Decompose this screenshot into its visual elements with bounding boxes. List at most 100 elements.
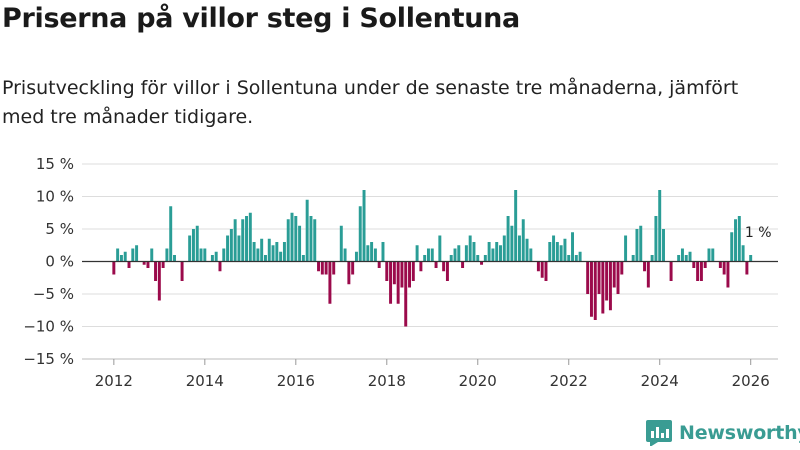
bar — [449, 255, 453, 262]
annotations: 1 % — [745, 225, 772, 241]
bar — [692, 261, 696, 268]
bar — [601, 261, 605, 314]
bar — [252, 242, 256, 262]
bar — [544, 261, 548, 281]
x-tick-label: 2014 — [186, 372, 224, 390]
bar — [662, 229, 665, 262]
bar — [593, 261, 597, 320]
bar — [226, 235, 230, 262]
bar — [669, 261, 673, 281]
bar — [381, 242, 385, 262]
bar — [654, 216, 658, 262]
bar — [210, 255, 214, 262]
bar — [734, 219, 737, 262]
x-axis-labels: 2012 2014 2016 2018 2020 2022 2024 2026 — [82, 358, 778, 390]
bar — [707, 248, 711, 262]
bar — [279, 251, 283, 262]
bar — [487, 242, 491, 262]
bar — [218, 261, 222, 272]
bar — [586, 261, 590, 294]
bar — [169, 206, 173, 262]
bar — [442, 261, 446, 272]
bar — [502, 235, 506, 262]
bar — [237, 235, 241, 262]
y-tick-label: 10 % — [36, 188, 74, 206]
bar — [313, 219, 317, 262]
x-tick-label: 2026 — [732, 372, 770, 390]
bar — [301, 255, 305, 262]
bar — [408, 261, 411, 288]
bar — [343, 248, 347, 262]
bar — [419, 261, 423, 272]
bar — [696, 261, 700, 281]
bar — [472, 242, 476, 262]
bar — [548, 242, 552, 262]
bar — [370, 242, 374, 262]
bar — [366, 245, 370, 262]
bar — [154, 261, 158, 281]
bar — [385, 261, 389, 281]
bar — [373, 248, 377, 262]
bar — [688, 251, 692, 262]
bar — [438, 235, 442, 262]
bar — [567, 255, 571, 262]
bar — [188, 235, 192, 262]
bar — [290, 212, 294, 262]
y-tick-label: 0 % — [45, 253, 74, 271]
bar — [328, 261, 332, 304]
bar — [631, 255, 635, 262]
bar — [699, 261, 703, 281]
bar — [263, 255, 267, 262]
bar — [161, 261, 165, 268]
bar — [612, 261, 616, 288]
bar — [745, 261, 749, 275]
bar — [639, 225, 643, 262]
bar — [320, 261, 324, 275]
bar — [256, 248, 260, 262]
bar — [275, 242, 279, 262]
bar — [506, 216, 510, 262]
bar — [589, 261, 593, 317]
bar — [282, 242, 286, 262]
bar — [605, 261, 609, 301]
brand-name: Newsworthy — [679, 422, 800, 444]
bar — [650, 255, 654, 262]
bar — [525, 238, 529, 262]
bar — [165, 248, 169, 262]
bar — [195, 225, 199, 262]
bar — [476, 255, 480, 262]
bar — [127, 261, 131, 268]
bar — [191, 229, 195, 262]
bar — [680, 248, 684, 262]
bar — [430, 248, 434, 262]
bar-chart-logo-icon — [646, 420, 672, 446]
x-tick-label: 2016 — [277, 372, 315, 390]
bar — [426, 248, 430, 262]
bar — [267, 238, 271, 262]
bar — [517, 235, 521, 262]
bar — [574, 255, 578, 262]
x-tick-label: 2018 — [368, 372, 406, 390]
bar — [123, 251, 127, 262]
bar — [248, 212, 252, 262]
bar — [222, 248, 226, 262]
bar — [142, 261, 146, 265]
bar — [339, 225, 343, 262]
bar — [347, 261, 351, 285]
bar — [616, 261, 620, 294]
bar — [658, 190, 662, 262]
bar — [260, 238, 264, 262]
data-label: 1 % — [745, 225, 772, 241]
bar — [711, 248, 715, 262]
bar — [480, 261, 484, 265]
y-axis-labels: 15 % 10 % 5 % 0 % −5 % −10 % −15 % — [23, 155, 74, 368]
bar — [608, 261, 612, 311]
y-tick-label: −10 % — [23, 318, 74, 336]
bar — [214, 251, 218, 262]
bar — [411, 261, 415, 281]
x-tick-label: 2024 — [641, 372, 679, 390]
bar — [552, 235, 556, 262]
y-tick-label: −15 % — [23, 350, 74, 368]
chart-title: Priserna på villor steg i Sollentuna — [2, 3, 520, 34]
bar — [112, 261, 116, 275]
